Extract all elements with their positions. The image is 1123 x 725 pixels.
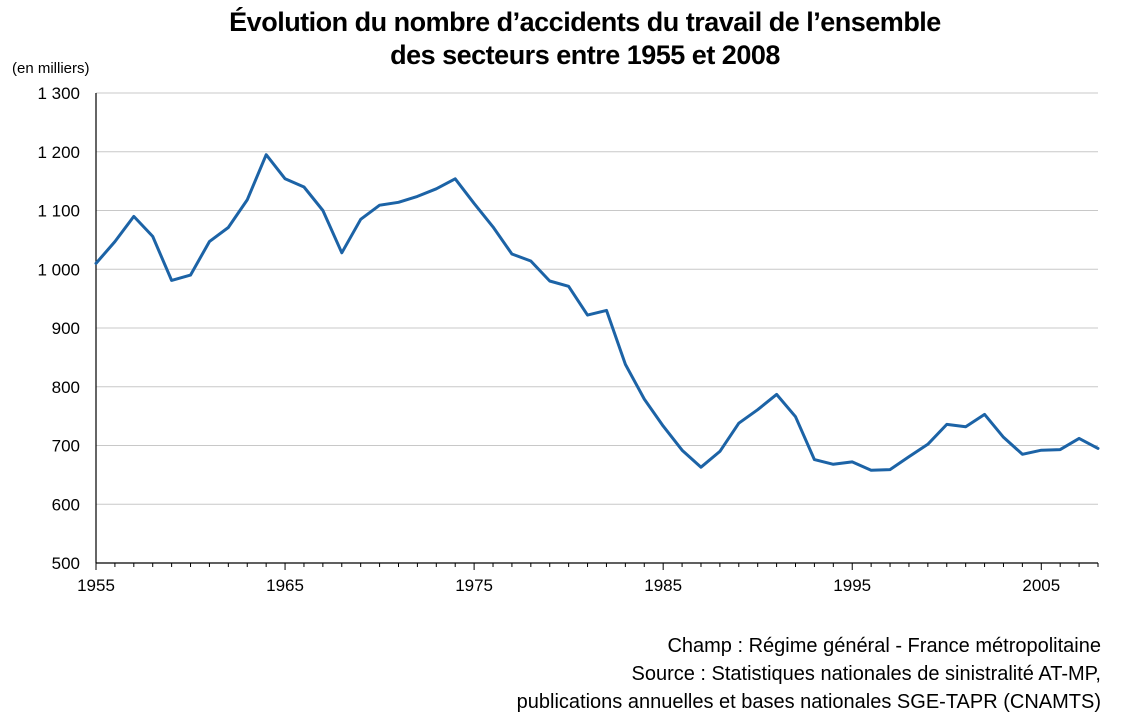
footer-source: Source : Statistiques nationales de sini… <box>631 663 1101 685</box>
chart-footer: Champ : Régime général - France métropol… <box>517 632 1101 716</box>
x-tick-label: 1985 <box>644 576 682 595</box>
x-tick-label: 2005 <box>1022 576 1060 595</box>
footer-champ: Champ : Régime général - France métropol… <box>667 635 1101 657</box>
x-tick-label: 1975 <box>455 576 493 595</box>
x-tick-label: 1995 <box>833 576 871 595</box>
footer-publications: publications annuelles et bases national… <box>516 691 1101 713</box>
gridlines <box>96 92 1098 505</box>
y-tick-label: 600 <box>52 495 80 514</box>
x-tick-label: 1955 <box>77 576 115 595</box>
y-tick-label: 1 200 <box>37 143 80 162</box>
x-tick-labels: 1955 1965 1975 1985 1995 2005 <box>77 576 1060 595</box>
y-tick-label: 500 <box>52 554 80 573</box>
y-tick-label: 1 100 <box>37 202 80 221</box>
y-tick-labels: 500 600 700 800 900 1 000 1 100 1 200 1 300 <box>37 84 80 573</box>
chart-title: Évolution du nombre d’accidents du trava… <box>0 6 1123 72</box>
y-tick-label: 800 <box>52 378 80 397</box>
axes <box>95 93 1099 570</box>
line-chart: 500 600 700 800 900 1 000 1 100 1 200 1 300 1955… <box>37 84 1100 595</box>
y-tick-label: 900 <box>52 319 80 338</box>
y-tick-label: 1 000 <box>37 260 80 279</box>
y-unit-label: (en milliers) <box>12 60 90 77</box>
x-tick-label: 1965 <box>266 576 304 595</box>
chart-title-line-1: Évolution du nombre d’accidents du trava… <box>229 7 941 37</box>
series-layer <box>94 153 1100 472</box>
y-tick-label: 700 <box>52 437 80 456</box>
y-tick-label: 1 300 <box>37 84 80 103</box>
chart-title-line-2: des secteurs entre 1955 et 2008 <box>390 40 780 70</box>
series-line <box>94 153 1100 472</box>
